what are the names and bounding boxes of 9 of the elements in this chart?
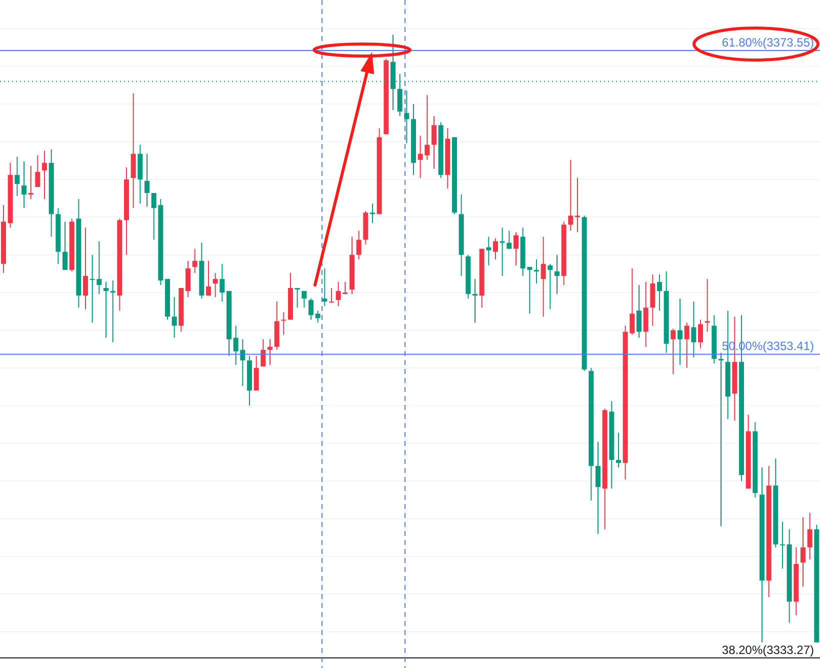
candlestick bbox=[780, 522, 785, 568]
candlestick bbox=[548, 264, 553, 310]
candlestick bbox=[329, 288, 334, 303]
candlestick bbox=[294, 288, 300, 308]
ref-line-label: 61.80%(3373.55) bbox=[722, 36, 814, 50]
ref-line-label: 38.20%(3333.27) bbox=[722, 642, 814, 657]
candlestick bbox=[704, 278, 710, 332]
candlestick bbox=[575, 178, 580, 232]
candlestick bbox=[718, 352, 724, 526]
